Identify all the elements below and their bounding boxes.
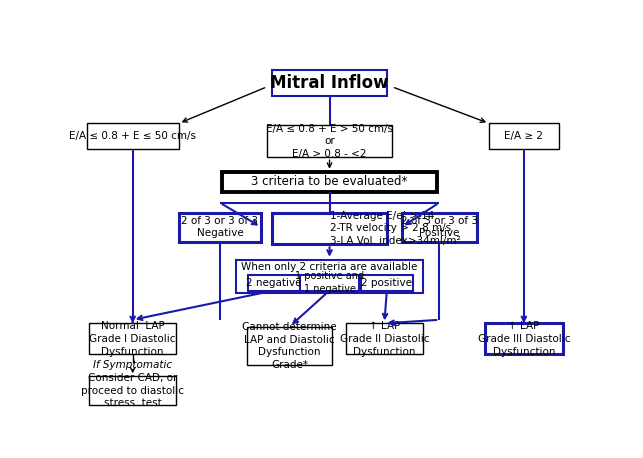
Text: 3 criteria to be evaluated*: 3 criteria to be evaluated*: [251, 175, 408, 188]
FancyBboxPatch shape: [361, 275, 413, 290]
Text: 1-Average E/e’ > 14
2-TR velocity > 2.8 m/s
3-LA Vol. index>34ml/m²: 1-Average E/e’ > 14 2-TR velocity > 2.8 …: [330, 211, 460, 246]
Text: If Symptomatic: If Symptomatic: [93, 360, 172, 370]
FancyBboxPatch shape: [179, 213, 261, 241]
Text: Normal  LAP
Grade I Diastolic
Dysfunction: Normal LAP Grade I Diastolic Dysfunction: [89, 321, 176, 357]
FancyBboxPatch shape: [236, 260, 423, 293]
Text: 2 of 3 or 3 of 3
Negative: 2 of 3 or 3 of 3 Negative: [181, 216, 258, 239]
Text: Cannot determine
LAP and Diastolic
Dysfunction
Grade*: Cannot determine LAP and Diastolic Dysfu…: [242, 322, 337, 370]
FancyBboxPatch shape: [87, 123, 179, 149]
Text: Consider CAD, or
proceed to diastolic
stress  test: Consider CAD, or proceed to diastolic st…: [81, 373, 184, 409]
FancyBboxPatch shape: [267, 125, 392, 157]
Text: E/A ≥ 2: E/A ≥ 2: [504, 131, 543, 141]
Text: 2 positive: 2 positive: [361, 278, 412, 288]
FancyBboxPatch shape: [300, 275, 359, 290]
FancyBboxPatch shape: [272, 213, 387, 244]
Text: E/A ≤ 0.8 + E ≤ 50 cm/s: E/A ≤ 0.8 + E ≤ 50 cm/s: [69, 131, 196, 141]
Text: 2 of 3 or 3 of 3
Positive: 2 of 3 or 3 of 3 Positive: [401, 216, 478, 239]
Text: ↑ LAP
Grade II Diastolic
Dysfunction: ↑ LAP Grade II Diastolic Dysfunction: [340, 321, 429, 357]
Text: E/A ≤ 0.8 + E > 50 cm/s
or
E/A > 0.8 - <2: E/A ≤ 0.8 + E > 50 cm/s or E/A > 0.8 - <…: [266, 124, 393, 159]
FancyBboxPatch shape: [272, 70, 387, 96]
Text: 1 positive and
1 negative: 1 positive and 1 negative: [295, 272, 364, 294]
Text: When only 2 criteria are available: When only 2 criteria are available: [241, 262, 418, 273]
FancyBboxPatch shape: [489, 123, 559, 149]
FancyBboxPatch shape: [248, 275, 300, 290]
Text: ↑ LAP
Grade III Diastolic
Dysfunction: ↑ LAP Grade III Diastolic Dysfunction: [478, 321, 570, 357]
FancyBboxPatch shape: [89, 323, 176, 354]
FancyBboxPatch shape: [248, 327, 332, 365]
Text: 2 negative: 2 negative: [246, 278, 302, 288]
FancyBboxPatch shape: [222, 172, 437, 192]
FancyBboxPatch shape: [89, 376, 176, 405]
FancyBboxPatch shape: [485, 323, 563, 354]
FancyBboxPatch shape: [402, 213, 476, 241]
Text: Mitral Inflow: Mitral Inflow: [270, 74, 389, 92]
FancyBboxPatch shape: [346, 323, 423, 354]
